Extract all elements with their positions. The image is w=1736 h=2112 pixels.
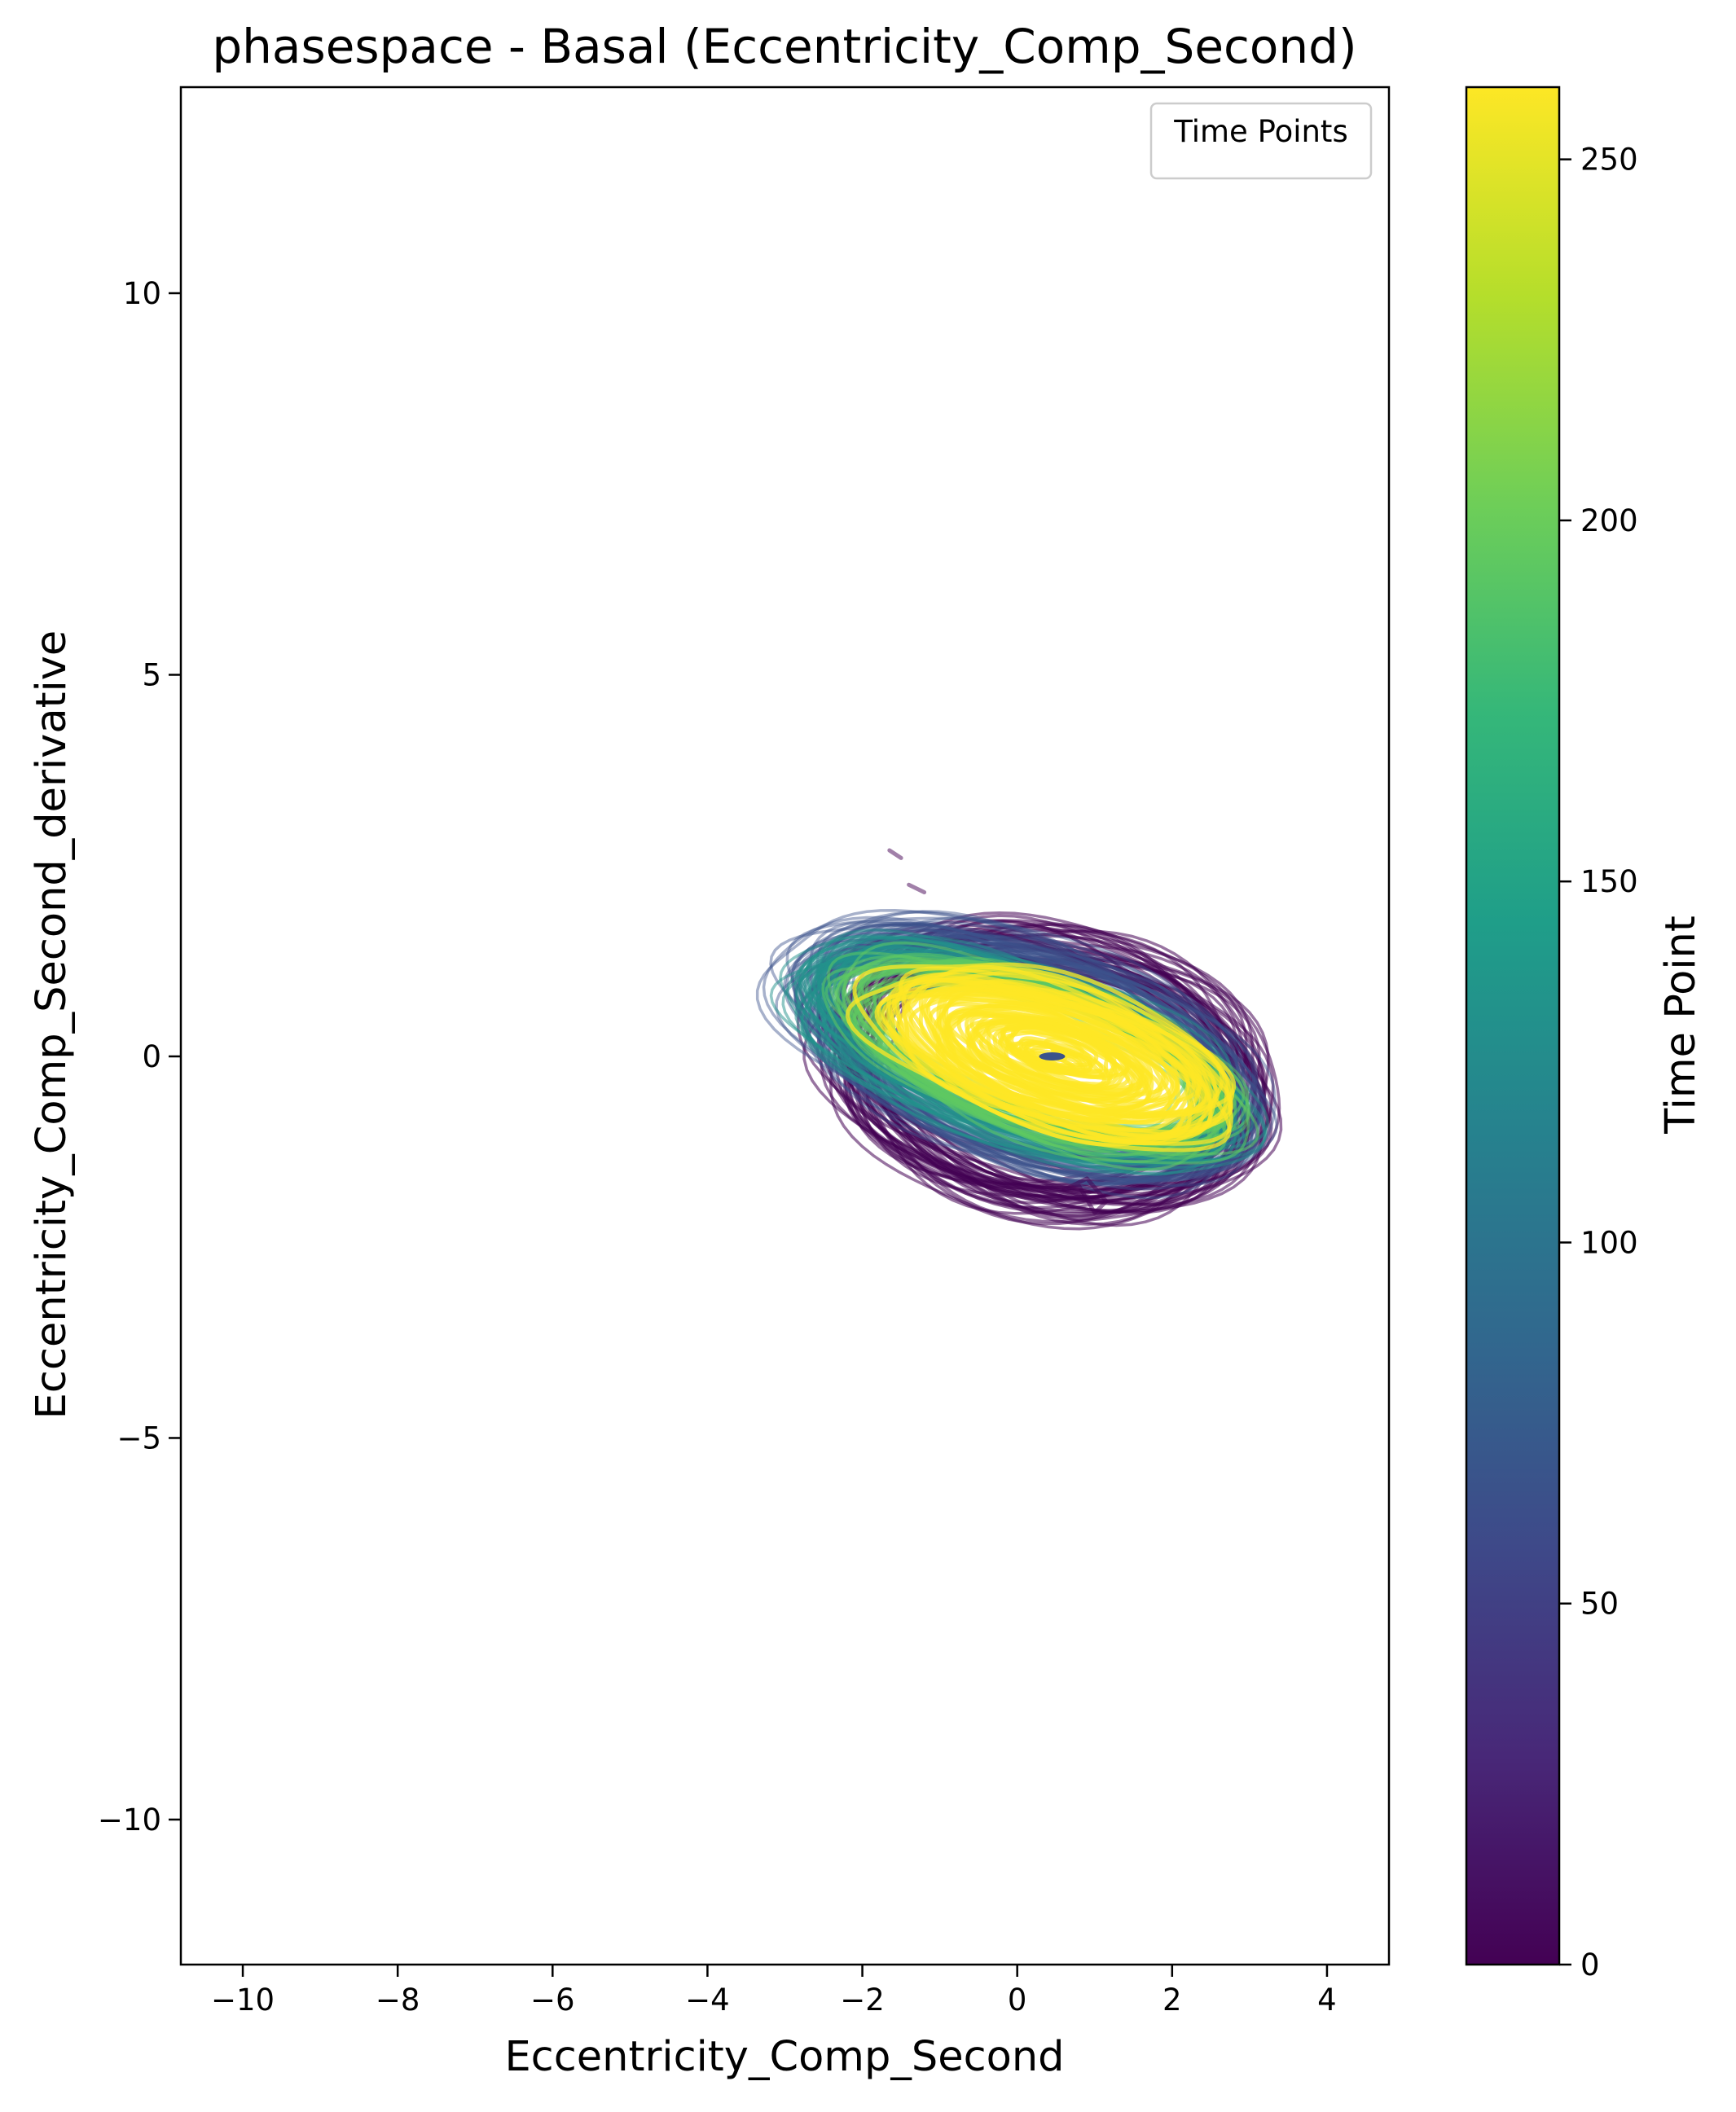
x-tick-label: −6 <box>530 1982 575 2018</box>
trajectory-loop <box>762 915 1250 1186</box>
trajectory-loop <box>793 932 1259 1183</box>
x-tick-label: 0 <box>1008 1982 1027 2018</box>
legend-title: Time Points <box>1173 114 1347 149</box>
chart-title: phasespace - Basal (Eccentricity_Comp_Se… <box>212 19 1356 74</box>
colorbar-tick-label: 50 <box>1580 1587 1619 1622</box>
trajectory-loop <box>783 921 1245 1186</box>
x-tick-label: −8 <box>376 1982 420 2018</box>
y-axis: −10 −5 0 5 10 <box>98 276 181 1838</box>
trajectory-loop <box>845 972 1232 1153</box>
outlier-loop <box>887 848 903 860</box>
legend: Time Points <box>1149 102 1373 180</box>
colorbar-axis: 0 50 100 150 200 250 <box>1559 143 1638 1982</box>
trajectory-loop <box>852 962 1224 1146</box>
y-axis-label: Eccentricity_Comp_Second_derivative <box>28 630 76 1420</box>
trajectory-loop <box>908 993 1192 1125</box>
x-axis: −10 −8 −6 −4 −2 0 2 4 <box>211 1965 1337 2018</box>
trajectory-loop <box>894 966 1235 1139</box>
trajectory-loop <box>935 985 1209 1122</box>
colorbar-frame <box>1465 86 1561 1966</box>
x-tick-label: −10 <box>211 1982 275 2018</box>
legend-box <box>1149 102 1373 180</box>
y-tick-label: 0 <box>142 1039 161 1074</box>
x-tick-label: 4 <box>1317 1982 1337 2018</box>
y-tick-label: −5 <box>116 1420 161 1456</box>
colorbar-tick-label: 0 <box>1580 1947 1600 1982</box>
plot-area: −10 −8 −6 −4 −2 0 2 4 −10 −5 0 5 10 <box>98 86 1391 2018</box>
trajectory-loop <box>785 916 1255 1178</box>
x-tick-label: −4 <box>685 1982 730 2018</box>
trajectory-series <box>845 962 1237 1153</box>
trajectory-loop <box>755 908 1266 1181</box>
plot-frame <box>179 86 1391 1966</box>
trajectory-layer <box>755 848 1283 1231</box>
x-axis-label: Eccentricity_Comp_Second <box>504 2033 1064 2081</box>
y-tick-label: −10 <box>98 1802 161 1838</box>
trajectory-loop <box>802 924 1264 1215</box>
colorbar-tick-label: 150 <box>1580 864 1638 899</box>
colorbar-tick-label: 250 <box>1580 143 1638 178</box>
x-tick-label: −2 <box>840 1982 885 2018</box>
outlier-loop <box>1061 1176 1109 1215</box>
y-tick-label: 10 <box>123 276 161 311</box>
colorbar-fill <box>1466 87 1559 1965</box>
colorbar-tick-label: 200 <box>1580 503 1638 538</box>
x-tick-label: 2 <box>1162 1982 1182 2018</box>
colorbar: 0 50 100 150 200 250 Time Point <box>1465 86 1705 1982</box>
colorbar-label: Time Point <box>1657 915 1705 1135</box>
colorbar-tick-label: 100 <box>1580 1225 1638 1260</box>
y-tick-label: 5 <box>142 657 161 692</box>
trajectory-center <box>1039 1052 1066 1060</box>
outlier-loop <box>907 882 927 894</box>
